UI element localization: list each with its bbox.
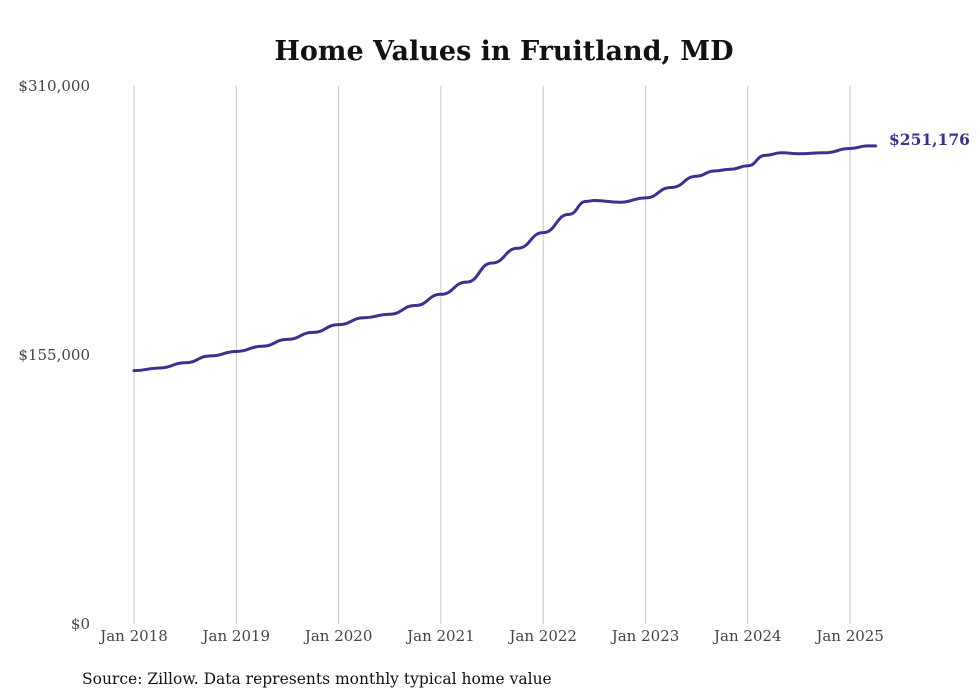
x-tick-label: Jan 2022 [507,627,577,645]
y-tick-label: $0 [71,615,90,633]
x-axis-tick-labels: Jan 2018 Jan 2019 Jan 2020 Jan 2021 Jan 2022… [98,627,884,645]
y-tick-label: $310,000 [18,77,90,95]
vertical-gridlines [133,86,851,624]
x-tick-label: Jan 2018 [98,627,168,645]
x-tick-label: Jan 2020 [303,627,373,645]
y-axis-tick-labels: $0 $155,000 $310,000 [18,77,90,633]
x-tick-label: Jan 2019 [201,627,271,645]
series-layer [132,144,878,373]
chart-title: Home Values in Fruitland, MD [274,36,733,67]
x-tick-label: Jan 2025 [814,627,884,645]
source-note: Source: Zillow. Data represents monthly … [82,670,552,688]
last-value-label: $251,176 [889,130,970,149]
x-tick-label: Jan 2024 [712,627,782,645]
y-tick-label: $155,000 [18,346,90,364]
x-tick-label: Jan 2023 [610,627,680,645]
x-tick-label: Jan 2021 [405,627,475,645]
series-line-0 [132,144,878,373]
